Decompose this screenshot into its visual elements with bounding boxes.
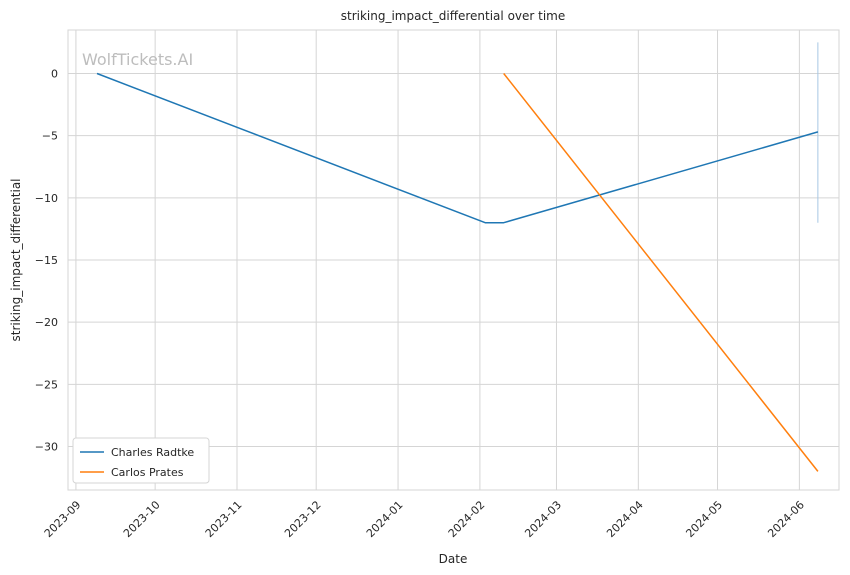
y-tick-label: −25 xyxy=(35,378,58,391)
y-tick-label: −10 xyxy=(35,192,58,205)
series-line-carlos-prates xyxy=(503,73,819,472)
grid xyxy=(68,30,839,490)
legend-box xyxy=(72,437,210,484)
y-tick-label: −15 xyxy=(35,254,58,267)
legend-label: Carlos Prates xyxy=(111,466,184,479)
y-tick-label: −20 xyxy=(35,316,58,329)
y-tick-labels: 0 −5 −10 −15 −20 −25 −30 xyxy=(35,68,58,454)
x-tick-label: 2024-06 xyxy=(765,498,807,540)
x-tick-label: 2024-02 xyxy=(446,498,488,540)
x-tick-label: 2024-05 xyxy=(683,498,725,540)
x-tick-label: 2023-10 xyxy=(121,498,163,540)
watermark: WolfTickets.AI xyxy=(82,50,193,69)
series-line-charles-radtke xyxy=(96,72,819,224)
plot-frame xyxy=(67,29,840,491)
y-tick-label: −30 xyxy=(35,440,58,453)
x-tick-label: 2023-09 xyxy=(42,498,84,540)
legend-label: Charles Radtke xyxy=(111,446,194,459)
y-tick-label: −5 xyxy=(42,130,58,143)
series-lines xyxy=(96,72,819,472)
y-tick-label: 0 xyxy=(51,68,58,81)
x-tick-labels: 2023-09 2023-10 2023-11 2023-12 2024-01 2024-… xyxy=(42,498,807,540)
x-axis-title: Date xyxy=(439,552,468,566)
x-tick-label: 2023-12 xyxy=(282,498,324,540)
legend: Charles Radtke Carlos Prates xyxy=(72,437,210,484)
x-tick-label: 2024-04 xyxy=(604,498,646,540)
x-tick-label: 2023-11 xyxy=(203,498,245,540)
chart-title: striking_impact_differential over time xyxy=(341,9,566,23)
y-axis-title: striking_impact_differential xyxy=(9,178,23,341)
x-tick-label: 2024-03 xyxy=(522,498,564,540)
x-tick-label: 2024-01 xyxy=(364,498,406,540)
